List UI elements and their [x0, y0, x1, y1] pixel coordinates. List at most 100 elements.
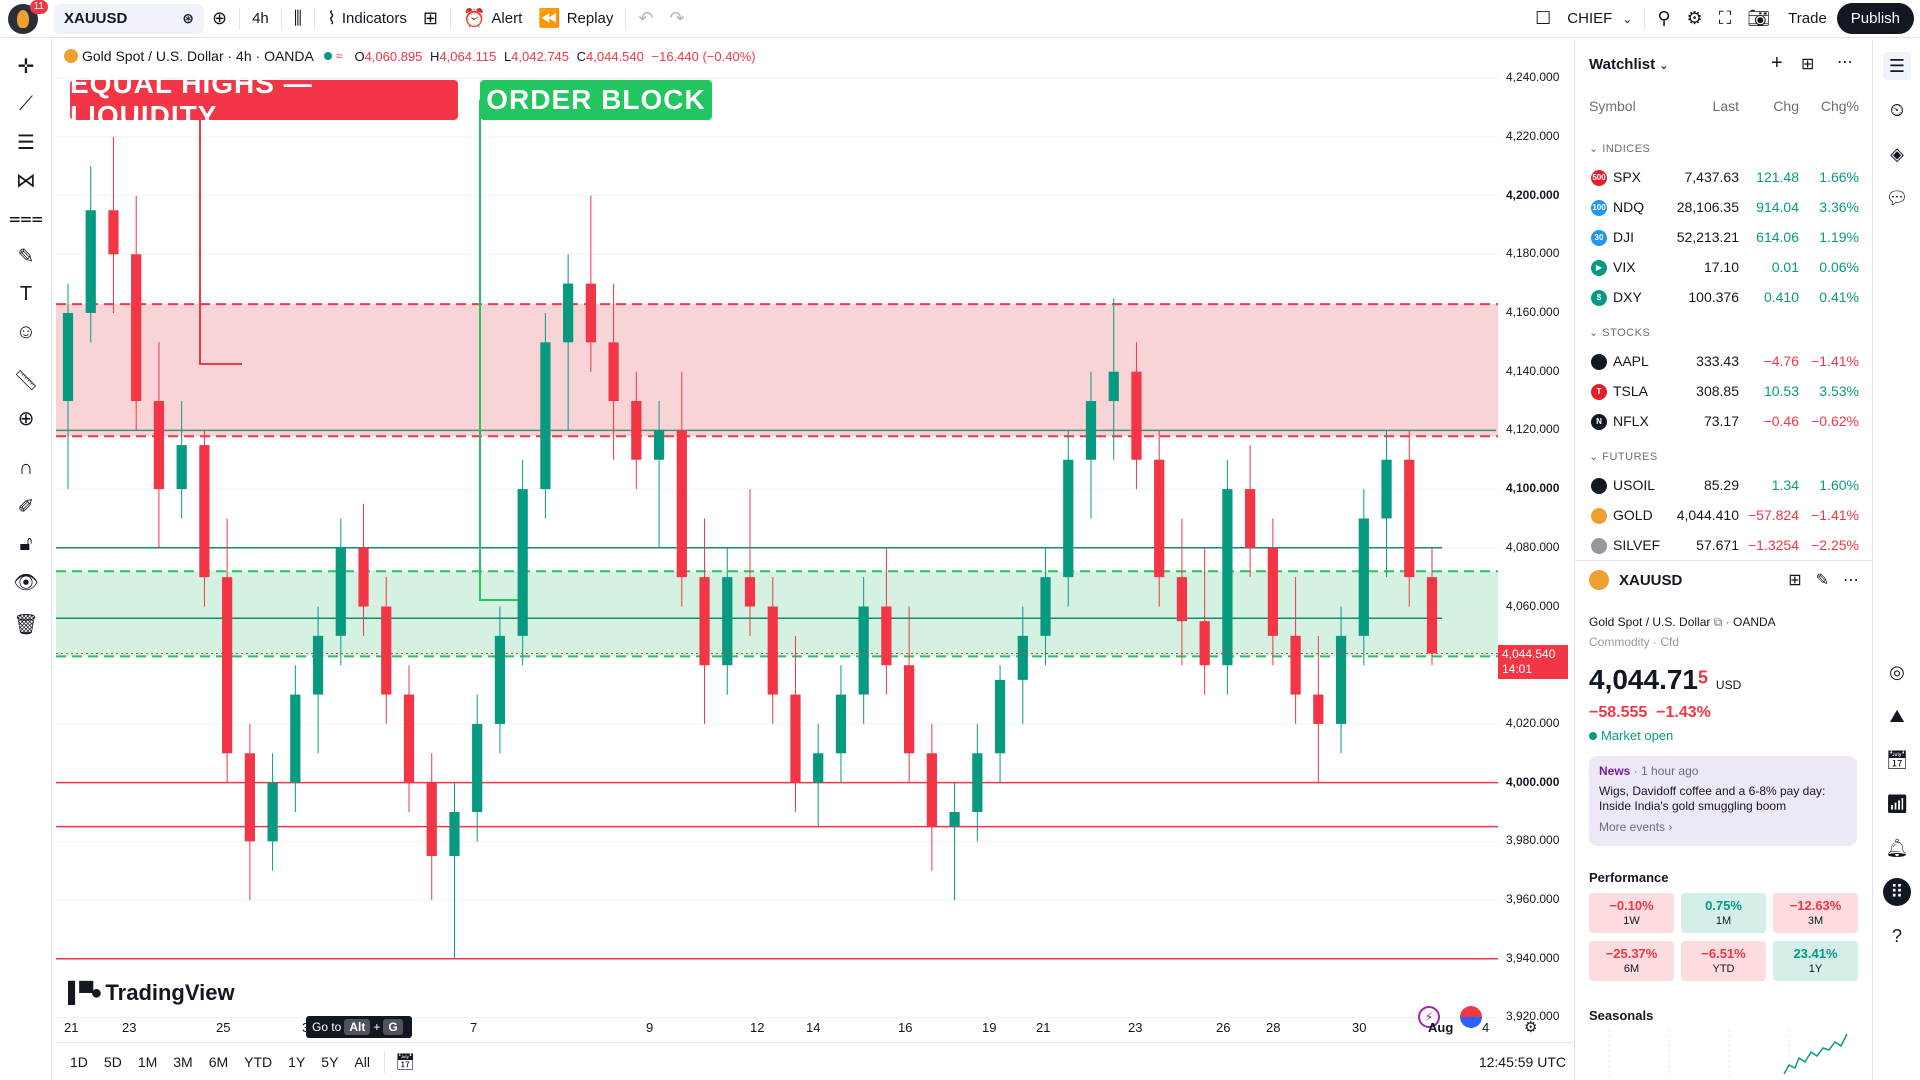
axis-settings-icon[interactable]: ⚙: [1524, 1019, 1538, 1036]
watchlist-row[interactable]: ▶ VIX 17.10 0.01 0.06%: [1575, 254, 1872, 282]
interval-button[interactable]: 4h: [252, 10, 269, 27]
watchlist-row[interactable]: GOLD 4,044.410 −57.824 −1.41%: [1575, 502, 1872, 530]
performance-cell-6m[interactable]: −25.37% 6M: [1589, 941, 1674, 981]
range-all[interactable]: All: [354, 1053, 370, 1070]
watchlist-section-indices[interactable]: ⌄ INDICES: [1589, 143, 1651, 155]
range-ytd[interactable]: YTD: [244, 1053, 273, 1070]
external-link-icon[interactable]: ⧉: [1713, 615, 1723, 629]
watchlist-row[interactable]: 30 DJI 52,213.21 614.06 1.19%: [1575, 224, 1872, 252]
performance-cell-1m[interactable]: 0.75% 1M: [1681, 893, 1766, 933]
target-icon[interactable]: ◎: [1889, 661, 1905, 682]
watchlist-row[interactable]: AAPL 333.43 −4.76 −1.41%: [1575, 348, 1872, 376]
table-icon[interactable]: ⊞: [1801, 56, 1815, 73]
user-avatar[interactable]: 11: [8, 0, 48, 34]
performance-cell-1y[interactable]: 23.41% 1Y: [1773, 941, 1858, 981]
watchlist-row[interactable]: T TSLA 308.85 10.53 3.53%: [1575, 378, 1872, 406]
equal-highs-label[interactable]: EQUAL HIGHS — LIQUIDITY: [70, 68, 458, 131]
range-3m[interactable]: 3M: [173, 1053, 193, 1070]
watchlist-icon[interactable]: ☰: [1883, 52, 1911, 80]
watchlist-row[interactable]: N NFLX 73.17 −0.46 −0.62%: [1575, 408, 1872, 436]
ruler-icon[interactable]: 📏︎: [13, 369, 39, 392]
alert-button[interactable]: ⏰ Alert: [455, 0, 530, 38]
performance-cell-1w[interactable]: −0.10% 1W: [1589, 893, 1674, 933]
col-chg-pct[interactable]: Chg%: [1820, 98, 1859, 114]
performance-cell-3m[interactable]: −12.63% 3M: [1773, 893, 1858, 933]
range-5d[interactable]: 5D: [103, 1053, 122, 1070]
brush-icon[interactable]: ✎: [17, 245, 35, 268]
range-1y[interactable]: 1Y: [288, 1053, 306, 1070]
pine-icon[interactable]: ⛰: [1889, 705, 1905, 726]
news-headline[interactable]: Wigs, Davidoff coffee and a 6-8% pay day…: [1599, 784, 1826, 813]
trendline-icon[interactable]: ⟋: [19, 92, 33, 115]
layout-square-button[interactable]: ☐: [1527, 0, 1559, 38]
lock-icon[interactable]: 🔓︎: [19, 532, 33, 555]
eye-icon[interactable]: 👁︎: [13, 571, 39, 594]
order-block-label[interactable]: ORDER BLOCK: [480, 80, 712, 120]
horizontal-lines-icon[interactable]: ☰: [17, 131, 35, 154]
seasonals-chart[interactable]: [1589, 1030, 1859, 1076]
edit-icon[interactable]: ✎: [1815, 572, 1829, 589]
crosshair-icon[interactable]: ✛: [17, 55, 35, 78]
settings-button[interactable]: ⚙: [1679, 0, 1711, 38]
fullscreen-button[interactable]: ⛶: [1711, 0, 1740, 38]
symbol-badge-icon[interactable]: ⊛: [182, 10, 194, 26]
lightning-icon[interactable]: ⚡: [1418, 1006, 1440, 1028]
watchlist-row[interactable]: 500 SPX 7,437.63 121.48 1.66%: [1575, 164, 1872, 192]
symbol-search[interactable]: XAUUSD ⊛: [54, 3, 204, 34]
time-axis[interactable]: Go to Alt + G ⚙ 21 23 25 3 7 9 12 14 16 19 21 23 26 2…: [56, 1014, 1537, 1040]
watchlist-section-stocks[interactable]: ⌄ STOCKS: [1589, 327, 1651, 339]
price-chart[interactable]: [56, 40, 1498, 1038]
more-icon[interactable]: ⋯: [1837, 54, 1853, 71]
add-symbol-icon[interactable]: +: [1771, 52, 1783, 74]
help-icon[interactable]: ?: [1891, 925, 1902, 946]
pattern-icon[interactable]: ⋈: [16, 169, 36, 192]
clock-label[interactable]: 12:45:59 UTC: [1478, 1053, 1566, 1070]
range-1d[interactable]: 1D: [70, 1053, 88, 1070]
range-6m[interactable]: 6M: [208, 1053, 229, 1070]
emoji-icon[interactable]: ☺: [15, 320, 37, 343]
col-last[interactable]: Last: [1712, 98, 1739, 114]
snapshot-button[interactable]: 📷︎: [1739, 0, 1778, 38]
notifications-icon[interactable]: 🔔︎: [1885, 837, 1909, 858]
us-flag-icon[interactable]: [1460, 1006, 1482, 1028]
performance-cell-ytd[interactable]: −6.51% YTD: [1681, 941, 1766, 981]
alerts-clock-icon[interactable]: ⏲: [1889, 99, 1905, 120]
quick-search-button[interactable]: ⚲: [1649, 0, 1678, 38]
zoom-icon[interactable]: ⊕: [17, 407, 35, 430]
undo-button[interactable]: ↶: [630, 0, 661, 38]
news-more-link[interactable]: More events ›: [1599, 820, 1673, 834]
calendar-range-icon[interactable]: 📅︎: [394, 1053, 416, 1071]
chart-type-button[interactable]: ⫼: [286, 0, 310, 38]
publish-button[interactable]: Publish: [1836, 3, 1914, 34]
indicators-button[interactable]: ⌇ Indicators: [319, 0, 415, 38]
redo-button[interactable]: ↷: [661, 0, 692, 38]
magnet-icon[interactable]: ∩: [18, 456, 34, 479]
trash-icon[interactable]: 🗑︎: [13, 613, 39, 636]
col-symbol[interactable]: Symbol: [1589, 98, 1636, 114]
details-grid-icon[interactable]: ⊞: [1788, 572, 1802, 589]
col-chg[interactable]: Chg: [1773, 98, 1799, 114]
replay-button[interactable]: ⏪ Replay: [530, 0, 621, 38]
range-1m[interactable]: 1M: [137, 1053, 158, 1070]
chart-pane[interactable]: Gold Spot / U.S. Dollar · 4h · OANDA ≈ O…: [56, 40, 1498, 1038]
layers-icon[interactable]: ◈: [1890, 143, 1904, 164]
layout-name-button[interactable]: CHIEF ⌄: [1559, 0, 1640, 38]
watchlist-row[interactable]: USOIL 85.29 1.34 1.60%: [1575, 472, 1872, 500]
price-axis[interactable]: 4,240.000 4,220.000 4,200.000 4,180.000 4,16…: [1498, 40, 1572, 1038]
watchlist-section-futures[interactable]: ⌄ FUTURES: [1589, 451, 1658, 463]
watchlist-title-button[interactable]: Watchlist ⌄: [1589, 56, 1669, 73]
watchlist-row[interactable]: $ DXY 100.376 0.410 0.41%: [1575, 284, 1872, 312]
templates-button[interactable]: ⊞: [415, 0, 446, 38]
text-icon[interactable]: T: [19, 282, 33, 305]
details-more-icon[interactable]: ⋯: [1843, 572, 1859, 589]
compare-button[interactable]: ⊕: [204, 0, 235, 38]
news-card[interactable]: News · 1 hour ago Wigs, Davidoff coffee …: [1589, 756, 1857, 846]
fib-icon[interactable]: ⩶: [8, 206, 44, 229]
watchlist-row[interactable]: 100 NDQ 28,106.35 914.04 3.36%: [1575, 194, 1872, 222]
range-5y[interactable]: 5Y: [321, 1053, 339, 1070]
apps-icon[interactable]: ⠿: [1883, 878, 1911, 906]
calendar-icon[interactable]: 📅︎: [1885, 749, 1909, 770]
trade-button[interactable]: Trade: [1788, 10, 1827, 27]
stream-icon[interactable]: 📶︎: [1885, 793, 1909, 814]
lock-draw-icon[interactable]: ✐: [17, 495, 35, 518]
